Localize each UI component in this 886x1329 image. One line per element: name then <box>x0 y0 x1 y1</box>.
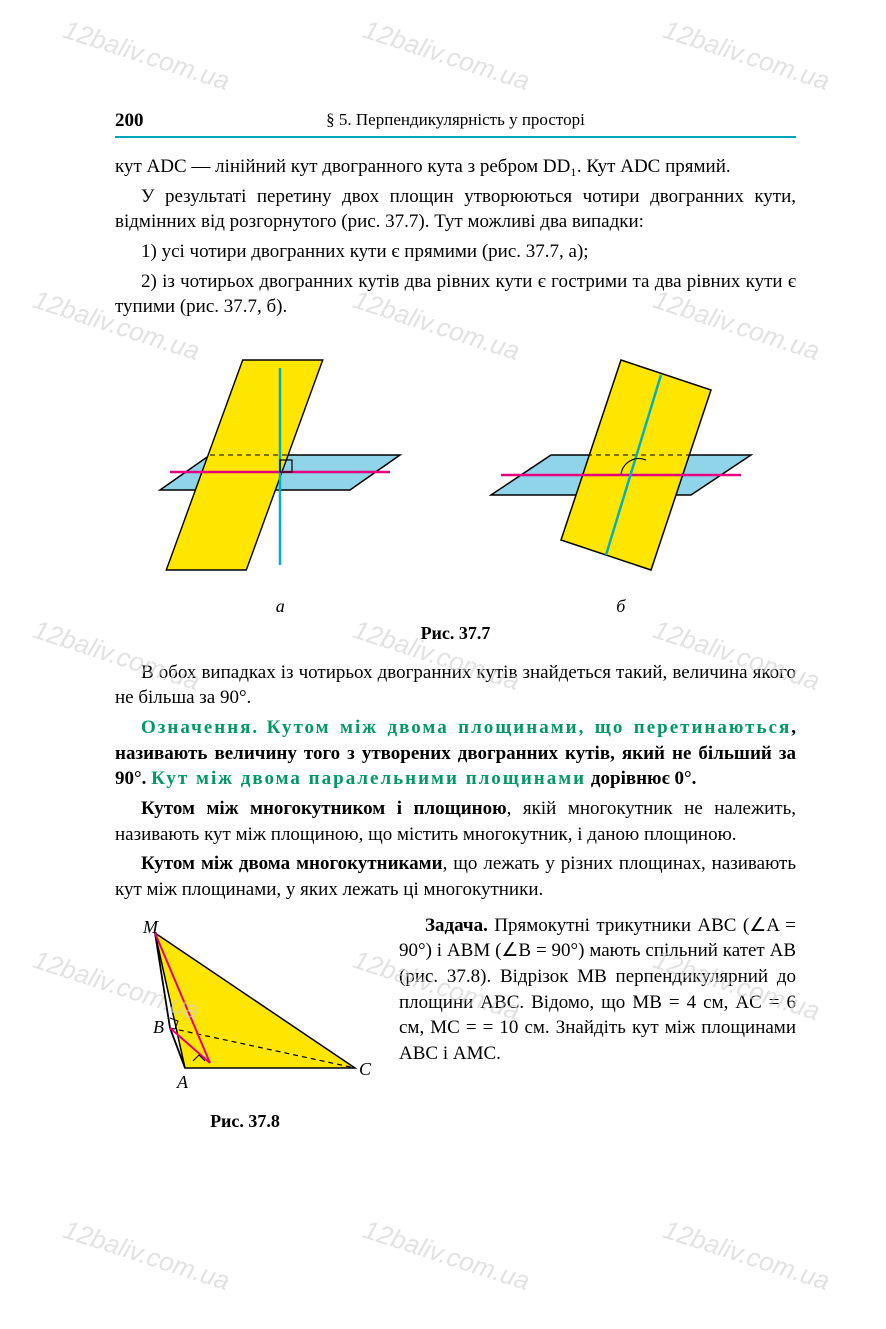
label-C: C <box>359 1059 372 1079</box>
paragraph-2: У результаті перетину двох площин утворю… <box>115 184 796 235</box>
header-underline <box>115 136 796 138</box>
paragraph-8-lead: Кутом між двома многокутниками, що лежат… <box>115 851 796 902</box>
page-number: 200 <box>115 110 144 132</box>
task-block: M B A C Рис. 37.8 Задача. Прямокутні три… <box>115 913 796 1148</box>
label-M: M <box>142 917 159 937</box>
figure-37-7-b: б <box>471 340 771 617</box>
figure-37-8: M B A C Рис. 37.8 <box>115 913 375 1148</box>
section-title: § 5. Перпендикулярність у просторі <box>115 110 796 134</box>
page-header: 200 § 5. Перпендикулярність у просторі <box>115 110 796 138</box>
label-A: A <box>176 1072 189 1092</box>
page: 200 § 5. Перпендикулярність у просторі к… <box>0 0 886 1329</box>
paragraph-7: Кутом між многокутником і площиною, якій… <box>115 796 796 847</box>
task-text: Задача. Прямокутні трикутники ABC (∠A = … <box>399 913 796 1148</box>
fig-label-b: б <box>471 596 771 617</box>
figure-37-7: а б <box>115 340 796 617</box>
paragraph-5: В обох випадках із чотирьох двогранних к… <box>115 660 796 711</box>
paragraph-3: 1) усі чотири двогранних кути є прямими … <box>115 239 796 265</box>
paragraph-1: кут ADC — лінійний кут двогранного кута … <box>115 154 796 180</box>
figure-37-7-a: а <box>140 340 420 617</box>
figure-37-8-caption: Рис. 37.8 <box>115 1111 375 1132</box>
figure-37-7-caption: Рис. 37.7 <box>115 623 796 644</box>
paragraph-4: 2) із чотирьох двогранних кутів два рівн… <box>115 269 796 320</box>
definition: Означення. Кутом між двома площинами, що… <box>115 715 796 792</box>
label-B: B <box>153 1017 164 1037</box>
fig-label-a: а <box>140 596 420 617</box>
